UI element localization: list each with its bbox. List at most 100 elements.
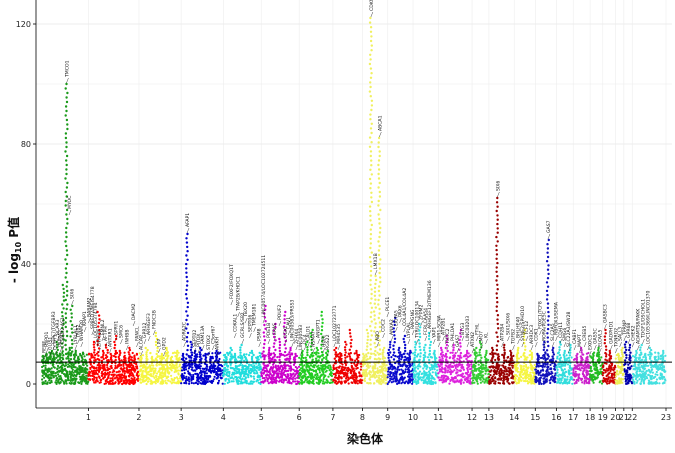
band-point xyxy=(564,375,567,378)
band-point xyxy=(354,359,357,362)
band-point xyxy=(344,371,347,374)
band-point xyxy=(556,378,559,381)
peak-point xyxy=(215,355,219,359)
band-point xyxy=(598,372,601,376)
peak-point xyxy=(104,356,108,360)
band-point xyxy=(235,380,238,383)
band-point xyxy=(256,367,259,370)
band-point xyxy=(190,378,193,381)
band-point xyxy=(456,379,459,382)
band-point xyxy=(550,367,553,370)
band-point xyxy=(444,364,447,367)
peak-point xyxy=(186,245,189,249)
band-point xyxy=(605,374,608,378)
band-point xyxy=(75,377,78,380)
band-point xyxy=(219,351,222,354)
band-point xyxy=(73,382,76,385)
band-point xyxy=(661,382,665,385)
band-point xyxy=(650,382,653,385)
peak-point xyxy=(64,87,67,90)
band-point xyxy=(400,382,403,385)
band-point xyxy=(428,377,431,380)
band-point xyxy=(301,382,304,385)
band-point xyxy=(502,366,505,369)
band-point xyxy=(219,369,222,372)
band-point xyxy=(209,371,212,374)
band-point xyxy=(62,372,66,376)
band-point xyxy=(298,373,301,376)
band-point xyxy=(89,367,92,370)
band-point xyxy=(541,368,544,371)
band-point xyxy=(614,375,617,378)
band-point xyxy=(259,356,262,359)
peak-point xyxy=(64,114,67,117)
band-point xyxy=(489,378,492,381)
peak-column xyxy=(228,346,233,365)
band-point xyxy=(332,364,335,367)
band-point xyxy=(378,374,381,377)
band-point xyxy=(58,382,61,385)
band-point xyxy=(185,377,188,380)
band-point xyxy=(384,382,387,385)
band-point xyxy=(456,357,459,360)
band-point xyxy=(158,369,161,372)
peak-point xyxy=(127,351,130,354)
band-point xyxy=(460,356,463,359)
band-point xyxy=(585,369,588,372)
band-point xyxy=(311,376,314,379)
peak-point xyxy=(170,355,174,359)
band-point xyxy=(557,375,560,378)
band-point xyxy=(187,376,190,379)
band-point xyxy=(468,375,471,378)
band-point xyxy=(48,376,51,379)
band-point xyxy=(327,375,330,378)
band-point xyxy=(203,379,206,382)
band-point xyxy=(179,369,182,372)
band-point xyxy=(193,369,196,372)
band-point xyxy=(352,376,355,379)
band-point xyxy=(384,379,387,382)
peak-point xyxy=(155,337,159,341)
band-point xyxy=(356,379,359,382)
band-point xyxy=(491,375,494,378)
band-point xyxy=(410,375,413,378)
band-point xyxy=(449,365,453,368)
band-point xyxy=(124,382,128,385)
band-point xyxy=(276,369,279,372)
band-point xyxy=(103,363,106,366)
band-point xyxy=(530,368,533,371)
band-point xyxy=(398,379,401,382)
band-point xyxy=(120,378,123,381)
band-point xyxy=(634,368,637,371)
band-point xyxy=(430,381,433,384)
band-point xyxy=(374,367,377,370)
band-point xyxy=(552,376,555,379)
band-point xyxy=(69,379,72,382)
band-point xyxy=(654,351,657,354)
band-point xyxy=(262,380,265,383)
peak-point xyxy=(176,359,179,363)
band-point xyxy=(647,353,650,356)
band-point xyxy=(68,373,71,376)
band-point xyxy=(225,373,228,376)
peak-point xyxy=(97,354,100,357)
band-point xyxy=(471,377,474,380)
peak-point xyxy=(150,355,154,359)
band-point xyxy=(428,366,431,370)
peak-column xyxy=(255,355,260,365)
band-point xyxy=(651,371,655,374)
band-point xyxy=(292,368,295,371)
band-point xyxy=(250,380,253,383)
peak-point xyxy=(65,172,68,176)
peak-point xyxy=(71,331,74,334)
band-point xyxy=(44,382,47,385)
peak-point xyxy=(118,353,121,357)
band-point xyxy=(435,363,438,366)
band-point xyxy=(142,363,145,366)
band-point xyxy=(554,380,557,383)
band-point xyxy=(58,375,61,378)
band-point xyxy=(414,366,417,369)
band-point xyxy=(280,376,283,379)
band-point xyxy=(471,369,474,372)
band-point xyxy=(71,368,74,371)
